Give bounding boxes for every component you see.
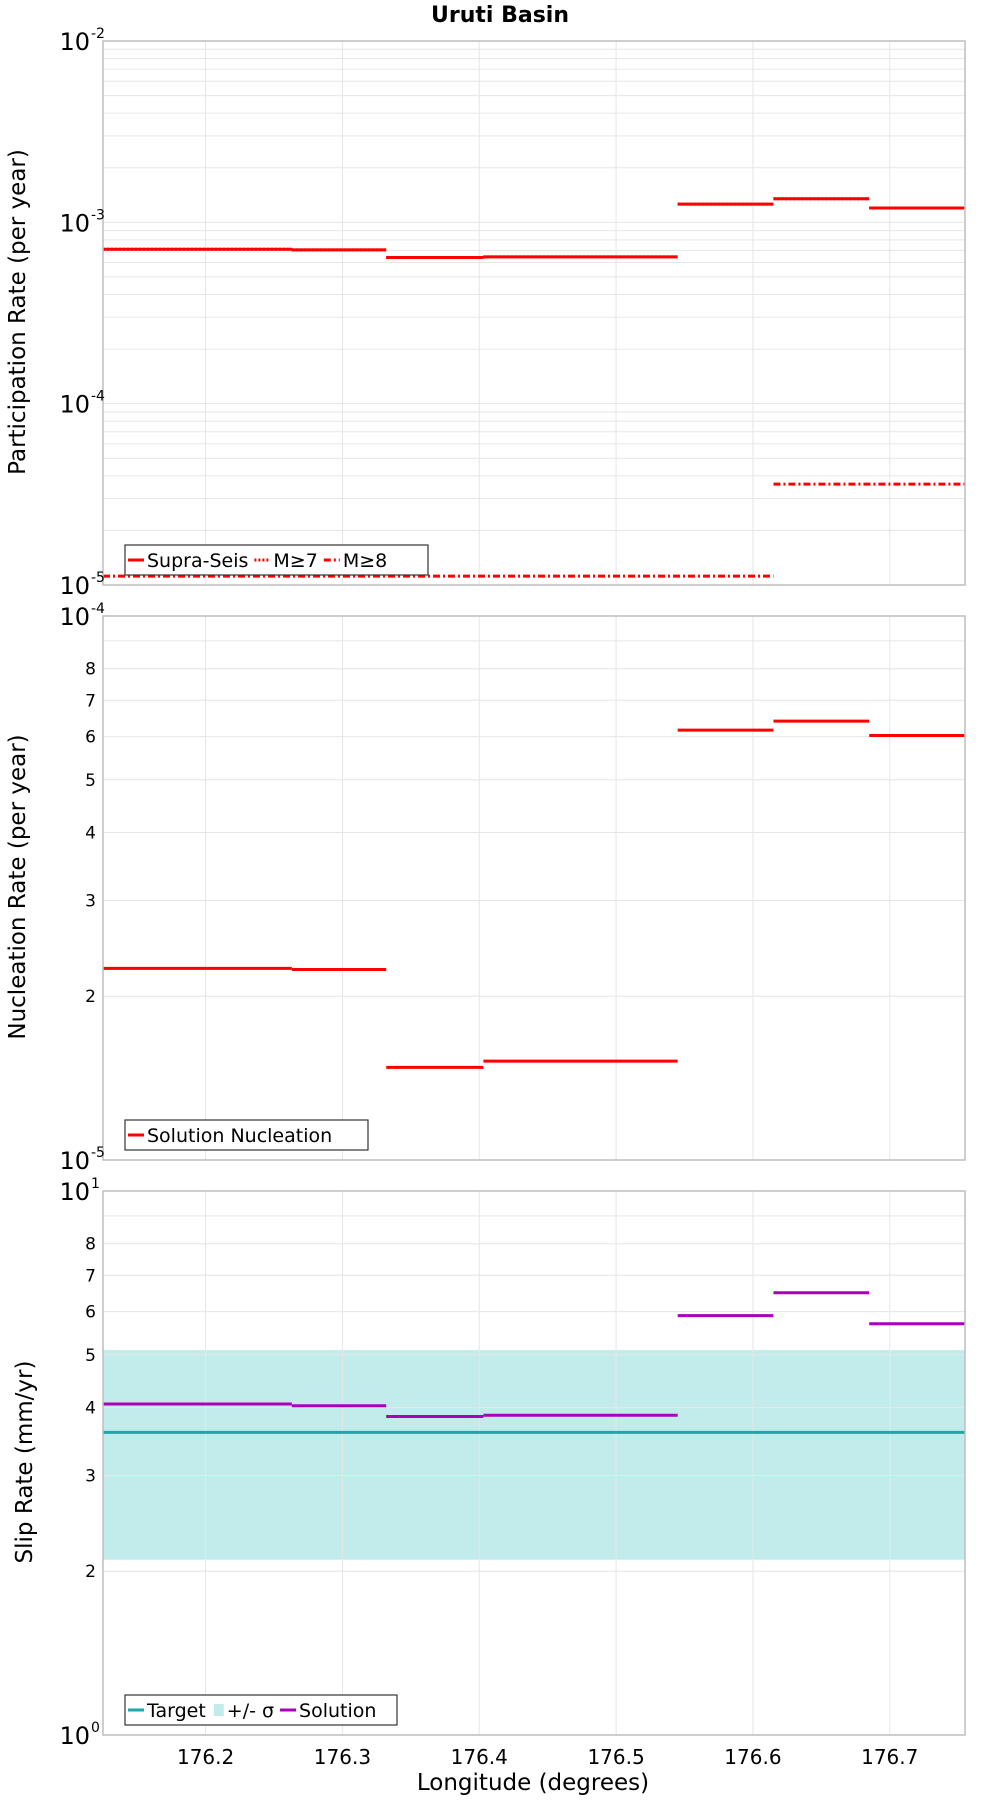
y-minor-tick-label: 4: [85, 1398, 96, 1418]
plot-frame: [102, 40, 966, 586]
y-tick-exponent: -4: [91, 601, 105, 617]
y-tick-exponent: -5: [91, 1145, 105, 1161]
x-tick-label: 176.4: [451, 1745, 508, 1769]
y-tick-exponent: -3: [91, 207, 105, 223]
legend-label: M≥8: [343, 550, 387, 572]
y-tick-label: 10: [59, 1178, 90, 1206]
y-minor-tick-label: 2: [85, 1562, 96, 1582]
y-axis-label-nucleation: Nucleation Rate (per year): [5, 734, 31, 1039]
y-minor-tick-label: 8: [85, 660, 96, 680]
y-minor-tick-label: 6: [85, 728, 96, 748]
chart-title: Uruti Basin: [431, 3, 569, 28]
y-tick-exponent: -4: [91, 389, 105, 405]
legend-box: [124, 1119, 369, 1151]
legend-label: M≥7: [273, 550, 317, 572]
y-tick-label: 10: [59, 391, 90, 419]
x-tick-label: 176.3: [314, 1745, 371, 1769]
y-tick-exponent: -2: [91, 26, 105, 42]
y-minor-tick-label: 3: [85, 1466, 96, 1486]
y-minor-tick-label: 2: [85, 987, 96, 1007]
legend-label: Supra-Seis: [147, 550, 248, 572]
x-axis-label: Longitude (degrees): [417, 1770, 649, 1796]
plot-frame: [102, 615, 966, 1161]
y-tick-label: 10: [59, 572, 90, 600]
y-minor-tick-label: 7: [85, 691, 96, 711]
x-tick-label: 176.7: [861, 1745, 918, 1769]
y-tick-label: 10: [59, 209, 90, 237]
plot-frame: [102, 1190, 966, 1736]
y-tick-label: 10: [59, 1722, 90, 1750]
sigma-band: [103, 1350, 965, 1560]
y-tick-label: 10: [59, 28, 90, 56]
y-minor-tick-label: 6: [85, 1303, 96, 1323]
x-tick-label: 176.2: [177, 1745, 234, 1769]
y-minor-tick-label: 3: [85, 891, 96, 911]
y-tick-label: 10: [59, 603, 90, 631]
y-axis-label-slip: Slip Rate (mm/yr): [12, 1361, 38, 1564]
legend-label: Solution: [299, 1700, 376, 1722]
y-axis-label-participation: Participation Rate (per year): [5, 149, 31, 475]
legend-box: [124, 1694, 398, 1726]
y-tick-exponent: 0: [91, 1720, 100, 1736]
legend-label: Solution Nucleation: [147, 1125, 332, 1147]
legend-label: +/- σ: [227, 1700, 274, 1722]
y-minor-tick-label: 4: [85, 823, 96, 843]
y-tick-label: 10: [59, 1147, 90, 1175]
x-tick-label: 176.5: [587, 1745, 644, 1769]
y-minor-tick-label: 5: [85, 771, 96, 791]
y-minor-tick-label: 8: [85, 1235, 96, 1255]
y-minor-tick-label: 5: [85, 1346, 96, 1366]
legend-label: Target: [146, 1700, 206, 1722]
legend-box: [124, 544, 429, 576]
x-tick-label: 176.6: [724, 1745, 781, 1769]
y-tick-exponent: 1: [91, 1176, 100, 1192]
y-minor-tick-label: 7: [85, 1266, 96, 1286]
y-tick-exponent: -5: [91, 570, 105, 586]
legend-swatch: [213, 1704, 224, 1716]
